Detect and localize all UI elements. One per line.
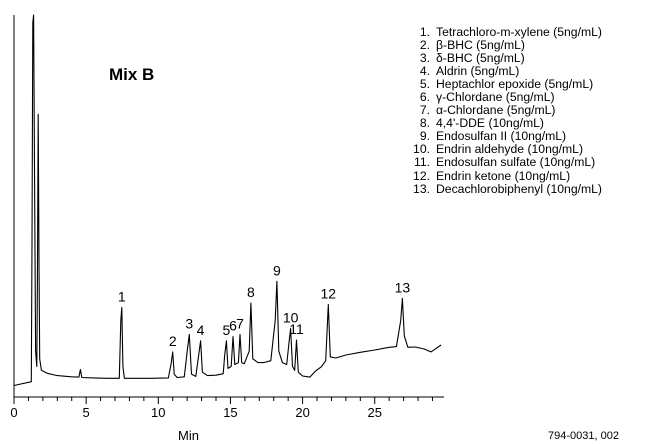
peak-label-6: 6 (229, 318, 237, 334)
legend-item-label: Tetrachloro-m-xylene (5ng/mL) (436, 25, 602, 39)
chromatogram-trace (13, 14, 442, 387)
peak-label-10: 10 (283, 310, 299, 326)
legend-item: 12. Endrin ketone (10ng/mL) (400, 168, 649, 183)
peak-legend: 1. Tetrachloro-m-xylene (5ng/mL) 2. β-BHC (… (400, 25, 649, 196)
peak-label-3: 3 (185, 315, 193, 331)
legend-item-label: Endosulfan II (10ng/mL) (436, 129, 567, 144)
x-tick-label: 10 (151, 405, 165, 420)
x-tick-label: 25 (368, 405, 382, 420)
x-tick-label: 0 (10, 405, 17, 420)
chart-axes: 0 5 10 15 20 25 (10, 15, 444, 420)
legend-item: 7. α-Chlordane (5ng/mL) (400, 104, 649, 117)
legend-item-label: Endrin ketone (10ng/mL) (436, 168, 571, 183)
legend-item-number: 2. (419, 38, 430, 53)
chart-title: Mix B (109, 65, 155, 84)
legend-item-number: 4. (419, 64, 430, 79)
peak-label-2: 2 (169, 333, 177, 349)
legend-item-label: β-BHC (5ng/mL) (436, 38, 525, 53)
legend-item-label: δ-BHC (5ng/mL) (436, 51, 525, 66)
legend-item-label: Aldrin (5ng/mL) (436, 64, 520, 79)
catalog-number: 794-0031, 002 (548, 430, 619, 442)
legend-item-number: 11. (413, 155, 430, 170)
legend-item-number: 1. (419, 25, 430, 39)
legend-item: 2. β-BHC (5ng/mL) (400, 38, 649, 53)
legend-item: 11. Endosulfan sulfate (10ng/mL) (400, 156, 649, 169)
legend-item-number: 5. (419, 77, 430, 92)
peak-label-5: 5 (223, 322, 231, 338)
legend-item-number: 13. (413, 181, 430, 196)
peak-label-1: 1 (118, 289, 126, 305)
peak-label-9: 9 (273, 262, 281, 278)
x-axis-label: Min (178, 428, 199, 443)
legend-item-label: α-Chlordane (5ng/mL) (436, 103, 556, 118)
legend-item: 8. 4,4'-DDE (10ng/mL) (400, 117, 649, 130)
peak-label-12: 12 (320, 286, 336, 302)
x-tick-label: 5 (83, 405, 90, 420)
legend-item: 13. Decachlorobiphenyl (10ng/mL) (400, 181, 649, 196)
legend-item: 9. Endosulfan II (10ng/mL) (400, 130, 649, 143)
legend-item-label: Decachlorobiphenyl (10ng/mL) (436, 181, 602, 196)
legend-item: 1. Tetrachloro-m-xylene (5ng/mL) (400, 25, 649, 39)
legend-item-label: Endosulfan sulfate (10ng/mL) (436, 155, 596, 170)
legend-item-number: 8. (419, 116, 430, 131)
x-tick-label: 15 (223, 405, 237, 420)
legend-item-label: 4,4'-DDE (10ng/mL) (436, 116, 544, 131)
legend-item-number: 7. (419, 103, 430, 118)
legend-item-number: 12. (413, 168, 430, 183)
peak-label-7: 7 (236, 315, 244, 331)
legend-item: 5. Heptachlor epoxide (5ng/mL) (400, 78, 649, 91)
legend-item: 4. Aldrin (5ng/mL) (400, 65, 649, 78)
legend-item-label: γ-Chlordane (5ng/mL) (436, 90, 555, 105)
peak-label-11: 11 (289, 321, 304, 337)
legend-item-label: Heptachlor epoxide (5ng/mL) (436, 77, 594, 92)
legend-item: 3. δ-BHC (5ng/mL) (400, 52, 649, 65)
legend-item-number: 3. (419, 51, 430, 66)
peak-label-8: 8 (247, 284, 255, 300)
legend-item-number: 9. (419, 129, 430, 144)
legend-item-number: 10. (413, 142, 430, 157)
legend-item: 6. γ-Chlordane (5ng/mL) (400, 91, 649, 104)
legend-item: 10. Endrin aldehyde (10ng/mL) (400, 143, 649, 156)
x-tick-label: 20 (295, 405, 309, 420)
trace-layer (13, 14, 442, 387)
legend-item-number: 6. (419, 90, 430, 105)
peak-label-13: 13 (395, 279, 411, 295)
peak-label-4: 4 (197, 322, 205, 338)
legend-item-label: Endrin aldehyde (10ng/mL) (436, 142, 584, 157)
